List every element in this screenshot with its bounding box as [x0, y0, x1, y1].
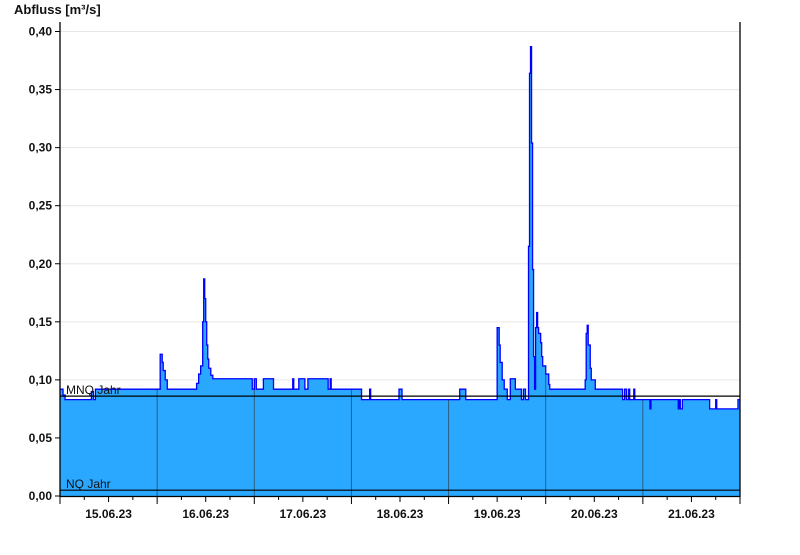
- y-tick-label: 0,30: [29, 141, 53, 155]
- y-axis-label: Abfluss [m³/s]: [14, 2, 101, 17]
- x-tick-label: 19.06.23: [474, 507, 521, 521]
- x-tick-label: 17.06.23: [279, 507, 326, 521]
- x-tick-label: 18.06.23: [377, 507, 424, 521]
- reference-label: MNQ Jahr: [66, 383, 121, 397]
- series-line: [60, 45, 740, 410]
- x-tick-label: 20.06.23: [571, 507, 618, 521]
- y-tick-label: 0,15: [29, 315, 53, 329]
- y-tick-label: 0,10: [29, 373, 53, 387]
- y-tick-label: 0,25: [29, 199, 53, 213]
- reference-label: NQ Jahr: [66, 477, 111, 491]
- axes: 0,00 0,05 0,10 0,15 0,20 0,25 0,30 0,35 0,40 15.0…: [29, 22, 741, 521]
- x-tick-label: 16.06.23: [182, 507, 229, 521]
- x-tick-label: 15.06.23: [85, 507, 132, 521]
- area-fill: [60, 46, 740, 496]
- series-area: [60, 45, 740, 496]
- y-tick-label: 0,00: [29, 489, 53, 503]
- y-tick-label: 0,20: [29, 257, 53, 271]
- y-tick-label: 0,40: [29, 25, 53, 39]
- x-tick-label: 21.06.23: [668, 507, 715, 521]
- y-tick-label: 0,35: [29, 83, 53, 97]
- y-tick-label: 0,05: [29, 431, 53, 445]
- reference-lines: MNQ Jahr NQ Jahr: [60, 383, 740, 491]
- grid: [60, 31, 740, 439]
